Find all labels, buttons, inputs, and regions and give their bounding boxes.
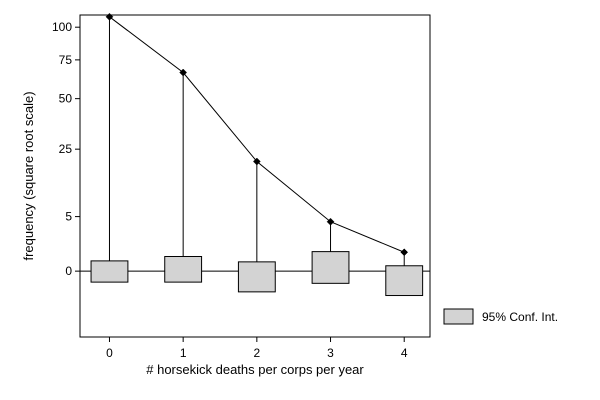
- y-tick-label-0: 0: [65, 264, 72, 278]
- fitted-points-layer: [105, 12, 409, 257]
- fitted-point-4: [400, 248, 409, 257]
- fitted-point-3: [326, 217, 335, 226]
- y-axis-title: frequency (square root scale): [21, 91, 36, 260]
- plot-frame: [79, 14, 431, 338]
- legend-label: 95% Conf. Int.: [482, 310, 558, 324]
- y-tick-label-75: 75: [59, 53, 73, 67]
- legend-swatch: [443, 308, 474, 325]
- fitted-point-1: [179, 68, 188, 77]
- y-tick-label-50: 50: [59, 92, 73, 106]
- x-tick-label-2: 2: [253, 346, 260, 360]
- y-tick-label-100: 100: [52, 20, 72, 34]
- x-tick-label-4: 4: [401, 346, 408, 360]
- conf-int-box-1: [164, 256, 203, 283]
- x-axis: 0 1 2 3 4: [106, 337, 408, 360]
- x-tick-label-0: 0: [106, 346, 113, 360]
- legend: 95% Conf. Int.: [443, 308, 558, 325]
- conf-int-box-4: [385, 265, 424, 297]
- y-tick-label-25: 25: [59, 142, 73, 156]
- y-axis: 0 5 25 50 75 100: [52, 20, 80, 278]
- conf-int-box-2: [237, 261, 276, 293]
- y-tick-label-5: 5: [65, 210, 72, 224]
- conf-int-box-3: [311, 251, 350, 284]
- x-tick-label-1: 1: [180, 346, 187, 360]
- fitted-point-0: [105, 12, 114, 21]
- fitted-point-2: [252, 157, 261, 166]
- conf-int-boxes-layer: [90, 251, 424, 297]
- conf-int-box-0: [90, 260, 129, 283]
- x-axis-title: # horsekick deaths per corps per year: [146, 362, 364, 377]
- hanging-bars-layer: [108, 16, 405, 272]
- x-tick-label-3: 3: [327, 346, 334, 360]
